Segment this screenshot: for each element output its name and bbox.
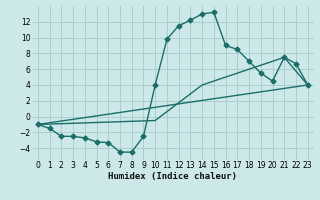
X-axis label: Humidex (Indice chaleur): Humidex (Indice chaleur) (108, 172, 237, 181)
